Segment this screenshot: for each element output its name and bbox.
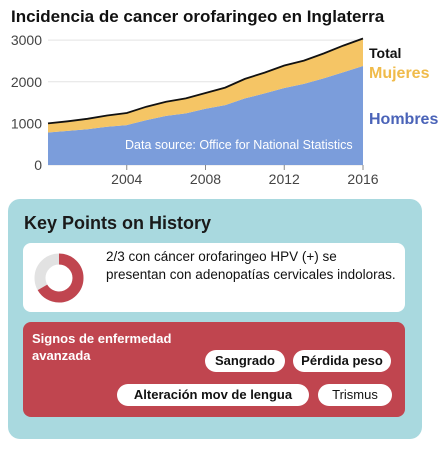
donut-ring-icon xyxy=(34,253,84,303)
x-axis-ticks: 2004 2008 2012 2016 xyxy=(111,165,379,187)
x-tick-label: 2016 xyxy=(347,171,378,187)
panel-title: Key Points on History xyxy=(24,213,212,233)
x-tick-label: 2008 xyxy=(190,171,221,187)
y-tick-label: 1000 xyxy=(11,115,42,131)
area-series-mujeres xyxy=(48,38,363,133)
sign-pill-trismus[interactable]: Trismus xyxy=(318,384,392,406)
y-tick-label: 0 xyxy=(34,157,42,173)
legend-hombres: Hombres xyxy=(369,111,438,128)
area-series-hombres xyxy=(48,66,363,165)
chart-title: Incidencia de cancer orofaringeo en Ingl… xyxy=(11,7,385,26)
legend-total: Total xyxy=(369,45,401,61)
signs-title: Signos de enfermedad avanzada xyxy=(32,331,172,363)
sign-pill-alteracion-lengua[interactable]: Alteración mov de lengua xyxy=(117,384,309,406)
ring-fill xyxy=(34,253,84,303)
legend-mujeres: Mujeres xyxy=(369,65,430,82)
fact-card xyxy=(23,243,405,312)
y-tick-label: 2000 xyxy=(11,74,42,90)
sign-pill-perdida-peso[interactable]: Pérdida peso xyxy=(293,350,391,372)
x-tick-label: 2004 xyxy=(111,171,142,187)
y-axis-ticks: 0 1000 2000 3000 xyxy=(11,32,42,173)
x-tick-label: 2012 xyxy=(269,171,300,187)
y-tick-label: 3000 xyxy=(11,32,42,48)
sign-pill-sangrado[interactable]: Sangrado xyxy=(205,350,285,372)
data-source-annotation: Data source: Office for National Statist… xyxy=(125,138,353,152)
incidence-area-chart: 0 1000 2000 3000 2004 2008 2012 2016 Data sour… xyxy=(11,32,439,187)
fact-text: 2/3 con cáncer orofaringeo HPV (+) se pr… xyxy=(106,249,396,282)
line-series-total xyxy=(47,37,364,125)
